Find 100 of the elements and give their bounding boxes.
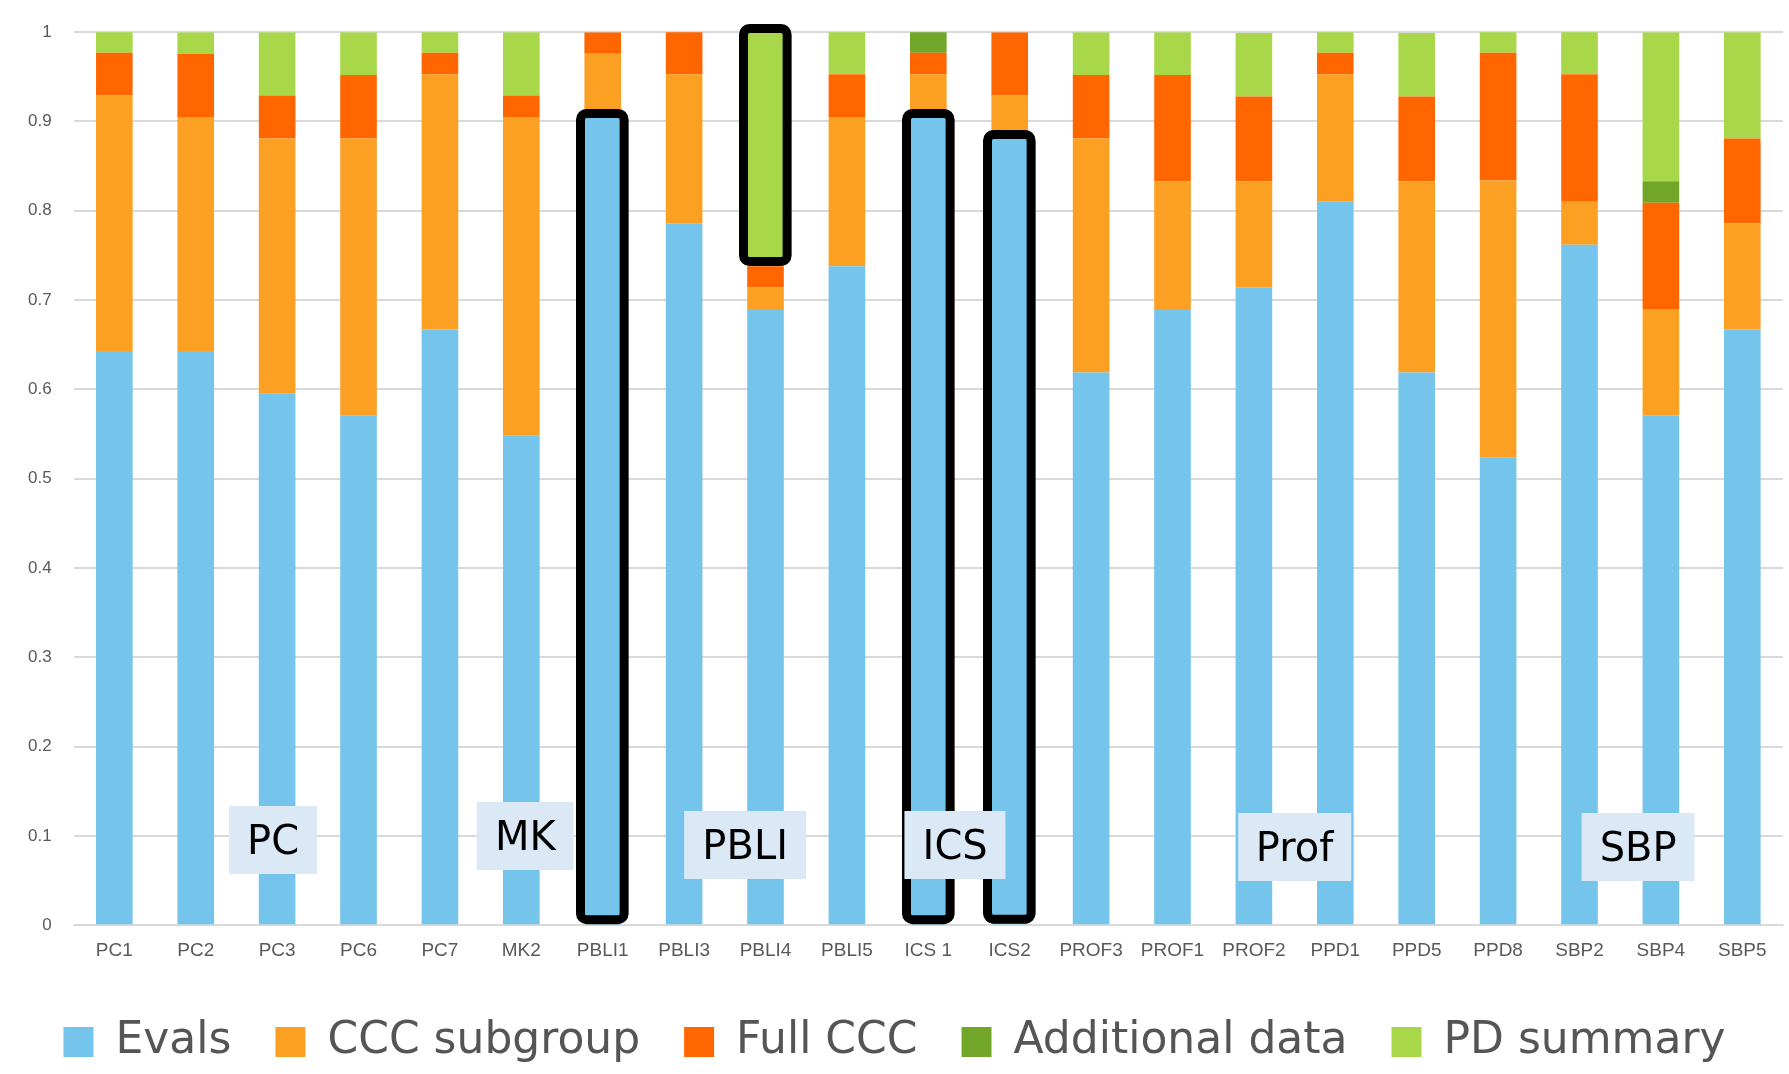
bar: [340, 75, 377, 139]
bar: [1072, 138, 1110, 373]
annotation: MK: [477, 801, 574, 870]
bar: [1479, 52, 1517, 181]
bar: [1642, 309, 1680, 416]
y-tick-label: 0.5: [27, 468, 52, 488]
x-tick-label: PBLI1: [576, 938, 629, 960]
bar: [665, 74, 703, 224]
bar: [177, 53, 215, 118]
bar: [340, 32, 377, 76]
x-tick-label: PC3: [258, 938, 296, 960]
bar: [177, 32, 215, 54]
bar: [1561, 244, 1598, 925]
x-tick-label: ICS 1: [904, 938, 953, 960]
bar: [828, 32, 866, 75]
bar: [1398, 372, 1436, 925]
bar: [1642, 202, 1680, 310]
y-tick-label: 0.2: [27, 736, 52, 756]
bar: [584, 32, 622, 54]
bar: [828, 74, 866, 118]
bar: [1154, 32, 1191, 76]
bar: [96, 52, 133, 96]
x-tick-label: ICS2: [988, 938, 1031, 960]
bar: [1398, 96, 1436, 182]
bar: [1072, 32, 1110, 76]
annotation: Prof: [1237, 812, 1352, 881]
x-tick-label: PPD8: [1473, 938, 1523, 960]
x-tick-label: PPD1: [1310, 938, 1361, 960]
bar: [828, 266, 866, 925]
bar: [1072, 372, 1110, 925]
x-tick-label: PPD5: [1391, 938, 1442, 960]
bar: [1316, 52, 1354, 75]
bar: [1723, 32, 1761, 139]
legend-label: CCC subgroup: [327, 1012, 641, 1064]
bar: [1235, 96, 1273, 182]
bar: [1479, 180, 1517, 458]
bar: [1316, 74, 1354, 202]
bar: [258, 32, 296, 96]
x-tick-label: PC6: [340, 938, 378, 960]
bar: [1398, 33, 1436, 97]
y-tick-label: 0.9: [27, 111, 52, 131]
legend-label: Additional data: [1013, 1012, 1348, 1064]
y-tick-label: 1: [42, 21, 52, 41]
bar: [503, 117, 540, 436]
bar: [503, 95, 540, 118]
bar: [96, 95, 133, 351]
annotation: SBP: [1581, 812, 1695, 881]
bar: [503, 32, 540, 96]
bar: [421, 52, 459, 75]
annotation: ICS: [904, 810, 1006, 879]
bar: [747, 266, 784, 288]
bar: [1154, 181, 1191, 310]
bar: [1723, 138, 1761, 224]
bar: [991, 32, 1029, 96]
bar: [177, 117, 215, 351]
bar: [1235, 181, 1273, 288]
bar: [1723, 329, 1761, 925]
bar: [421, 74, 459, 330]
y-tick-label: 0.3: [27, 646, 52, 666]
bar: [1316, 32, 1354, 53]
bar: [1561, 32, 1598, 75]
bar: [747, 287, 784, 310]
bar: [1479, 457, 1517, 925]
y-tick-label: 0.7: [27, 289, 52, 309]
bar: [96, 32, 133, 53]
x-tick-label: PROF3: [1059, 938, 1123, 960]
y-tick-label: 0.8: [27, 200, 52, 220]
bar: [910, 52, 947, 75]
annotation: PBLI: [684, 810, 806, 879]
x-tick-label: PC2: [177, 938, 215, 960]
x-tick-label: PROF1: [1140, 938, 1205, 960]
y-tick-label: 0: [42, 914, 52, 934]
x-tick-label: SBP4: [1636, 938, 1686, 960]
bar: [665, 223, 703, 925]
x-tick-label: PROF2: [1222, 938, 1286, 960]
y-tick-label: 0.6: [27, 379, 52, 399]
x-tick-label: PBLI4: [739, 938, 792, 960]
bar: [421, 32, 459, 53]
bar: [340, 415, 377, 925]
x-tick-label: SBP2: [1555, 938, 1604, 960]
x-tick-label: PC7: [421, 938, 459, 960]
bar: [1723, 223, 1761, 330]
legend-label: Evals: [115, 1012, 232, 1064]
bar: [828, 117, 866, 267]
bar: [1642, 181, 1680, 203]
bar: [1561, 201, 1598, 245]
bar: [1642, 32, 1680, 182]
bar: [1561, 74, 1598, 202]
x-tick-label: PC1: [95, 938, 133, 960]
bar: [177, 351, 215, 925]
bar: [258, 138, 296, 394]
bar: [1398, 181, 1436, 373]
x-tick-label: MK2: [501, 938, 541, 960]
x-tick-label: PBLI5: [821, 938, 873, 960]
legend-label: Full CCC: [736, 1012, 918, 1064]
bar: [665, 32, 703, 75]
x-tick-label: PBLI3: [658, 938, 710, 960]
bar: [96, 351, 133, 925]
bar: [1479, 32, 1517, 53]
y-tick-label: 0.1: [27, 825, 52, 845]
